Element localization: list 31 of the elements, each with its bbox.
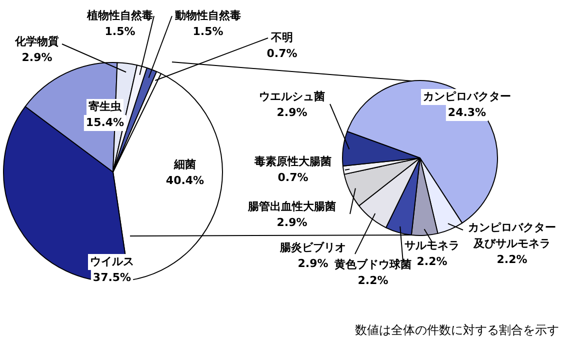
slice-label: 不明 xyxy=(270,30,293,44)
data-label: 15.4% xyxy=(86,116,124,129)
slice-label: ウエルシュ菌 xyxy=(259,90,325,103)
data-label: 2.9% xyxy=(298,256,328,270)
data-label: 0.7% xyxy=(278,170,308,184)
slice-label: カンピロバクター xyxy=(423,90,511,103)
data-label: 40.4% xyxy=(166,174,204,187)
data-label: 1.5% xyxy=(104,24,136,38)
slice-label: 黄色ブドウ球菌 xyxy=(334,258,412,271)
slice-label: 腸炎ビブリオ xyxy=(279,240,346,254)
text: 数値は全体の件数に対する割合を示す xyxy=(355,322,559,339)
data-label: 2.9% xyxy=(276,106,308,119)
data-label: 24.3% xyxy=(448,106,486,119)
slice-label: 毒素原性大腸菌 xyxy=(254,154,332,168)
slice-label: 細菌 xyxy=(173,158,196,171)
slice-label: 動物性自然毒 xyxy=(174,8,241,22)
slice-label: 化学物質 xyxy=(14,34,59,48)
data-label: 37.5% xyxy=(92,270,132,284)
legend-label: 腸管出血性大腸菌 xyxy=(247,200,336,213)
slice-label: 植物性自然毒 xyxy=(86,8,153,22)
data-label: 0.7% xyxy=(266,46,298,60)
data-label: 2.9% xyxy=(22,50,52,64)
data-label: 2.9% xyxy=(276,216,308,229)
slice-label: カンピロバクター及びサルモネラ xyxy=(468,220,556,250)
data-label: 2.2% xyxy=(496,252,528,266)
data-label: 2.2% xyxy=(358,274,388,287)
data-label: 1.5% xyxy=(192,24,224,38)
data-label: 2.2% xyxy=(416,254,448,268)
slice-label: 寄生虫 xyxy=(88,100,122,113)
slice-label: ウイルス xyxy=(90,254,134,268)
slice-label: サルモネラ xyxy=(404,238,460,252)
